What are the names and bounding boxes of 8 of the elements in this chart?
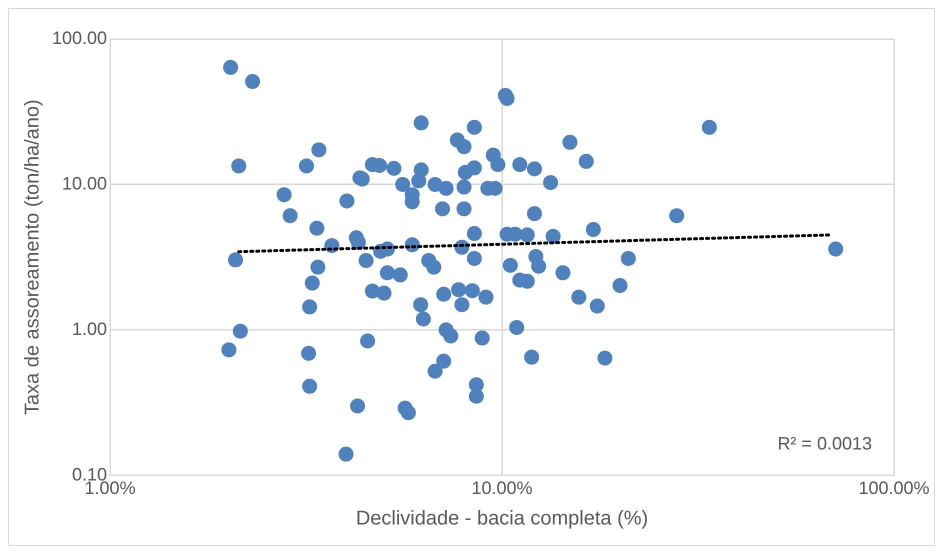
y-tick-label: 10.00	[62, 173, 108, 194]
annotation: R² = 0.0013	[777, 433, 872, 454]
x-axis-title: Declividade - bacia completa (%)	[356, 508, 648, 530]
x-tick-label: 100.00%	[858, 478, 930, 498]
y-tick-label: 100.00	[52, 28, 108, 48]
y-axis-title: Taxa de assoreamento (ton/ha/ano)	[22, 99, 44, 416]
y-tick-label: 1.00	[72, 318, 108, 339]
x-tick-label: 10.00%	[471, 478, 533, 498]
